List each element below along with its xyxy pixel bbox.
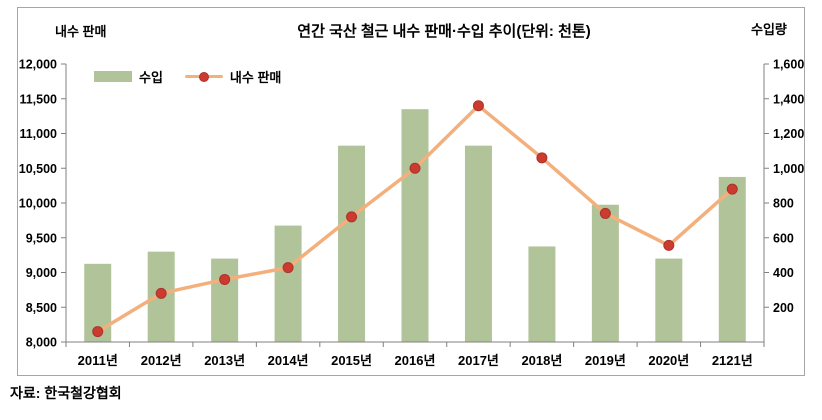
sales-marker bbox=[282, 262, 294, 274]
legend: 수입 내수 판매 bbox=[94, 67, 303, 86]
sales-marker bbox=[663, 239, 675, 251]
sales-marker bbox=[409, 162, 421, 174]
sales-marker bbox=[92, 326, 104, 338]
category-label: 2121년 bbox=[712, 353, 753, 368]
left-tick-label: 10,500 bbox=[19, 162, 57, 176]
import-bar bbox=[718, 176, 746, 342]
import-bar bbox=[401, 109, 429, 342]
left-tick-label: 8,000 bbox=[26, 336, 57, 350]
left-tick-label: 10,000 bbox=[19, 197, 57, 211]
left-tick-label: 9,500 bbox=[26, 231, 57, 245]
sales-marker bbox=[472, 100, 484, 112]
sales-marker bbox=[155, 287, 167, 299]
right-tick-label: 600 bbox=[773, 231, 794, 245]
category-label: 2018년 bbox=[521, 353, 562, 368]
category-label: 2014년 bbox=[268, 353, 309, 368]
legend-line-marker-icon bbox=[184, 71, 223, 82]
legend-import-label: 수입 bbox=[139, 70, 163, 85]
right-tick-label: 1,000 bbox=[773, 162, 804, 176]
right-tick-label: 1,600 bbox=[773, 58, 804, 72]
source-note: 자료: 한국철강협회 bbox=[10, 385, 122, 401]
category-label: 2020년 bbox=[648, 353, 689, 368]
category-label: 2017년 bbox=[458, 353, 499, 368]
import-bar bbox=[211, 258, 239, 342]
sales-marker bbox=[219, 273, 231, 285]
legend-sales-label: 내수 판매 bbox=[229, 70, 282, 85]
right-tick-label: 1,200 bbox=[773, 127, 804, 141]
right-tick-label: 1,400 bbox=[773, 92, 804, 106]
left-tick-label: 12,000 bbox=[19, 58, 57, 72]
left-axis-title: 내수 판매 bbox=[55, 24, 107, 39]
category-label: 2011년 bbox=[78, 353, 118, 368]
import-bar bbox=[528, 246, 556, 342]
import-bar bbox=[655, 258, 683, 342]
import-bar bbox=[464, 145, 492, 342]
legend-bar-swatch-icon bbox=[94, 71, 132, 82]
right-tick-label: 400 bbox=[773, 266, 794, 280]
left-tick-label: 11,000 bbox=[19, 127, 57, 141]
import-bar bbox=[274, 225, 302, 342]
legend-marker-dot-icon bbox=[198, 71, 209, 82]
left-tick-label: 11,500 bbox=[19, 92, 57, 106]
right-axis-title: 수입량 bbox=[751, 22, 787, 37]
category-label: 2015년 bbox=[331, 353, 372, 368]
right-tick-label: 800 bbox=[773, 197, 794, 211]
category-label: 2016년 bbox=[395, 353, 436, 368]
left-tick-label: 9,000 bbox=[26, 266, 57, 280]
sales-marker bbox=[536, 152, 548, 164]
sales-marker bbox=[346, 211, 358, 223]
left-tick-label: 8,500 bbox=[26, 301, 57, 315]
category-label: 2019년 bbox=[585, 353, 626, 368]
category-label: 2013년 bbox=[204, 353, 245, 368]
import-bar bbox=[338, 145, 366, 342]
import-bar bbox=[591, 204, 619, 342]
sales-marker bbox=[726, 183, 738, 195]
sales-marker bbox=[599, 207, 611, 219]
chart-title: 연간 국산 철근 내수 판매·수입 추이(단위: 천톤) bbox=[297, 23, 591, 40]
right-tick-label: 200 bbox=[773, 301, 794, 315]
category-label: 2012년 bbox=[141, 353, 182, 368]
